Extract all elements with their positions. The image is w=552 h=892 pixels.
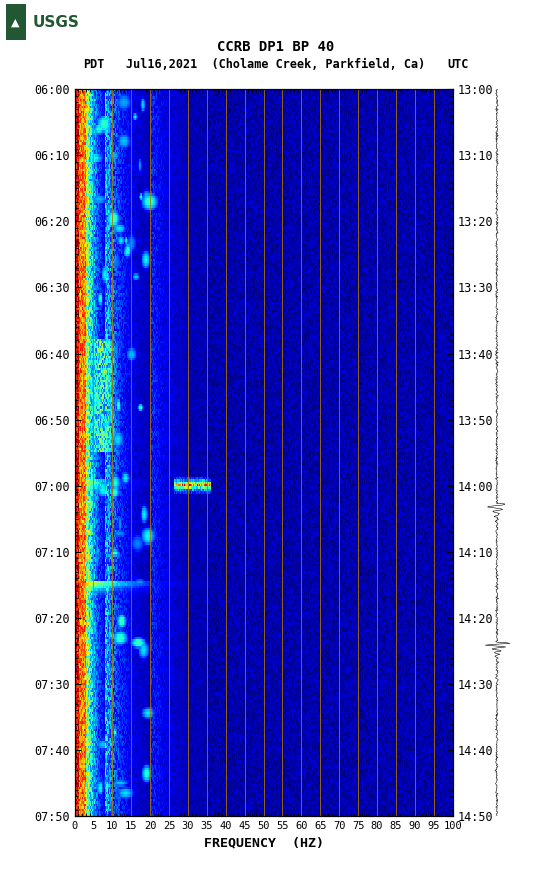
FancyBboxPatch shape xyxy=(6,4,25,40)
Text: PDT: PDT xyxy=(83,58,104,71)
Text: UTC: UTC xyxy=(448,58,469,71)
Text: Jul16,2021  (Cholame Creek, Parkfield, Ca): Jul16,2021 (Cholame Creek, Parkfield, Ca… xyxy=(126,58,426,71)
Text: USGS: USGS xyxy=(33,15,79,29)
Text: ▲: ▲ xyxy=(12,17,20,28)
Text: CCRB DP1 BP 40: CCRB DP1 BP 40 xyxy=(217,39,335,54)
X-axis label: FREQUENCY  (HZ): FREQUENCY (HZ) xyxy=(204,837,323,849)
